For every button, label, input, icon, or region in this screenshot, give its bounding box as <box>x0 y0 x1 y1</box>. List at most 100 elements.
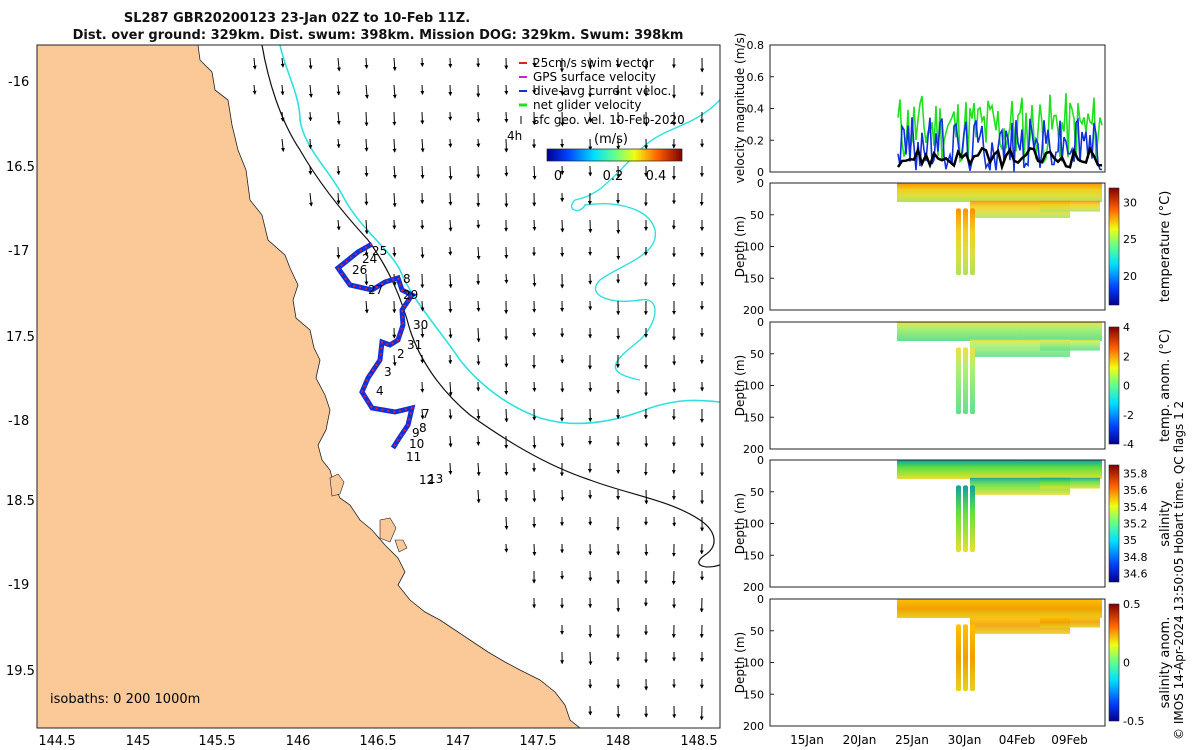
vector-arrow <box>504 111 509 123</box>
vector-arrow <box>392 192 397 208</box>
vector-arrow <box>252 84 257 95</box>
vector-arrow <box>392 138 397 153</box>
lat-tick-label: 16.5 <box>6 160 35 175</box>
legend-label: dive-avg current veloc. <box>533 84 671 98</box>
section-data <box>897 460 1102 480</box>
colorbar-tick-label: 34.6 <box>1123 568 1148 581</box>
lat-tick-label: -16 <box>8 75 29 90</box>
map-lon-axis: 144.5 145 145.5 146 146.5 147 147.5 148 … <box>38 734 717 749</box>
vector-arrow <box>336 111 341 125</box>
vector-arrow <box>420 408 425 420</box>
vector-arrow <box>448 165 453 181</box>
depth-tick-label: 50 <box>750 209 764 222</box>
vector-arrow <box>336 84 341 96</box>
section-dive <box>963 347 968 415</box>
depth-tick-label: 50 <box>750 625 764 638</box>
day-label: 13 <box>428 472 443 486</box>
land-area <box>37 45 581 728</box>
vector-arrow <box>364 273 369 286</box>
current-vector-field <box>252 57 705 721</box>
depth-ylabel: Depth (m) <box>733 355 747 416</box>
map-frame <box>36 44 721 729</box>
vector-arrow <box>308 84 313 98</box>
day-label: 7 <box>422 407 430 421</box>
section-data <box>1040 339 1100 351</box>
velocity-series-line <box>897 93 1103 164</box>
depth-section-panel: 0 50 100 150 200 Depth (m) 20 25 30 temperature (… <box>733 177 1173 317</box>
legend-label: 25cm/s swim vector <box>533 56 654 70</box>
colorbar-tick-label: 20 <box>1123 270 1137 283</box>
vector-arrow <box>420 84 425 95</box>
vector-arrow <box>392 57 397 72</box>
lon-tick-label: 147 <box>446 734 471 749</box>
date-tick-label: 04Feb <box>999 733 1036 747</box>
day-label: 10 <box>409 437 424 451</box>
depth-tick-label: 150 <box>743 272 764 285</box>
depth-section-panel: 0 50 100 150 200 Depth (m) -0.5 0 0.5 salinity an… <box>733 593 1173 733</box>
vector-arrow <box>504 543 509 553</box>
legend-label: net glider velocity <box>533 98 641 112</box>
depth-tick-label: 0 <box>757 177 764 190</box>
colorbar-label: salinity <box>1158 500 1173 547</box>
lon-tick-label: 148.5 <box>680 734 717 749</box>
vector-arrow <box>476 327 481 343</box>
lon-tick-label: 147.5 <box>519 734 556 749</box>
map-lat-axis: -16 16.5 -17 17.5 -18 18.5 -19 19.5 <box>6 75 35 679</box>
depth-tick-label: 50 <box>750 348 764 361</box>
vector-arrow <box>532 543 537 556</box>
isobath-200m <box>261 45 720 568</box>
depth-tick-label: 150 <box>743 688 764 701</box>
time-series-panels: 0 0.2 0.4 0.6 0.8 velocity magnitude (m/s) 0… <box>733 33 1186 747</box>
vector-arrow <box>448 300 453 313</box>
section-dive <box>970 485 975 553</box>
colorbar-tick-label: -0.5 <box>1123 715 1144 728</box>
velocity-series <box>896 93 1103 172</box>
depth-tick-label: 0 <box>757 593 764 606</box>
vector-arrow <box>560 489 565 502</box>
colorbar-tick-label: 34.8 <box>1123 551 1148 564</box>
colorbar-tick: 0.2 <box>603 169 624 184</box>
lat-tick-label: -19 <box>8 578 29 593</box>
depth-tick-label: 150 <box>743 549 764 562</box>
section-data <box>1040 616 1100 628</box>
vector-arrow <box>336 165 341 176</box>
vector-arrow <box>588 651 593 666</box>
section-data <box>897 322 1102 342</box>
vector-arrow <box>420 138 425 153</box>
colorbar-tick-label: 0.5 <box>1123 598 1141 611</box>
section-data <box>897 599 1102 619</box>
colorbar-tick-label: 4 <box>1123 321 1130 334</box>
vector-arrow <box>504 408 509 423</box>
vector-arrow <box>252 57 257 70</box>
colorbar-tick-label: -2 <box>1123 409 1134 422</box>
lat-tick-label: 18.5 <box>6 494 35 509</box>
depth-tick-label: 200 <box>743 443 764 456</box>
vector-arrow <box>420 300 425 312</box>
day-label: 25 <box>372 244 387 258</box>
vector-arrow <box>308 111 313 122</box>
vector-arrow <box>448 327 453 339</box>
vector-arrow <box>392 246 397 258</box>
vector-arrow <box>364 57 369 70</box>
lon-tick-label: 145.5 <box>198 734 235 749</box>
colorbar-tick: 0 <box>554 169 562 184</box>
day-label: 27 <box>368 283 383 297</box>
vector-arrow <box>448 219 453 232</box>
vector-arrow <box>532 165 537 180</box>
vector-arrow <box>392 354 397 367</box>
isobath-1000m-eddy <box>570 99 720 381</box>
section-data <box>897 183 1102 203</box>
vector-arrow <box>504 516 509 530</box>
depth-tick-label: 100 <box>743 241 764 254</box>
vector-arrow <box>364 165 369 177</box>
vector-arrow <box>336 219 341 231</box>
section-dive <box>970 347 975 415</box>
vector-arrow <box>336 192 341 205</box>
lon-tick-label: 146 <box>286 734 311 749</box>
colorbar-tick-label: 35.4 <box>1123 501 1148 514</box>
vector-arrow <box>448 138 453 148</box>
title-line-2: Dist. over ground: 329km. Dist. swum: 39… <box>73 28 684 43</box>
vector-arrow <box>476 300 481 312</box>
vector-arrow <box>476 408 481 420</box>
